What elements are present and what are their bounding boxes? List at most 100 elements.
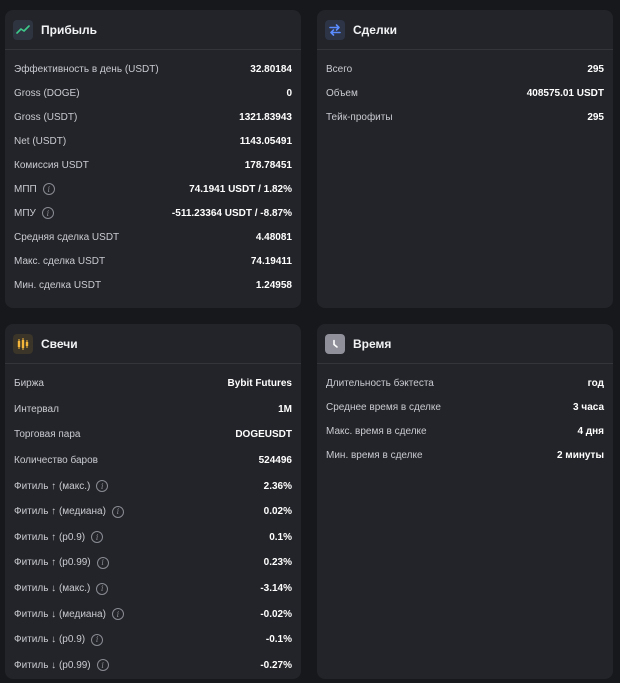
stat-label: Объем bbox=[326, 88, 358, 99]
stat-label: Фитиль ↑ (p0.99) i bbox=[14, 556, 109, 569]
stat-label-text: Фитиль ↑ (p0.99) bbox=[14, 557, 91, 569]
info-icon[interactable]: i bbox=[96, 556, 109, 569]
info-icon[interactable]: i bbox=[41, 207, 54, 219]
stat-label: Фитиль ↑ (макс.) i bbox=[14, 480, 109, 493]
candles-rows: Биржа Bybit Futures Интервал 1M Торговая пар… bbox=[5, 364, 301, 678]
stat-value: 74.19411 bbox=[250, 255, 292, 267]
stat-label-text: Net (USDT) bbox=[14, 135, 67, 147]
stat-label: Gross (DOGE) bbox=[14, 88, 80, 99]
stat-label: Всего bbox=[326, 64, 352, 75]
info-icon[interactable]: i bbox=[111, 505, 124, 518]
stat-value: DOGEUSDT bbox=[235, 429, 292, 441]
stat-value: 4.48081 bbox=[255, 231, 292, 243]
info-icon[interactable]: i bbox=[96, 659, 109, 672]
stat-row: Мин. сделка USDT 1.24958 bbox=[14, 273, 292, 297]
stat-row: Количество баров 524496 bbox=[14, 448, 292, 474]
stat-row: Фитиль ↓ (p0.99) i -0.27% bbox=[14, 653, 292, 679]
deals-card: Сделки Всего 295 Объем 408575.01 USDT Тейк-п… bbox=[317, 10, 613, 308]
stat-row: Среднее время в сделке 3 часа bbox=[326, 395, 604, 419]
stat-row: Фитиль ↑ (p0.9) i 0.1% bbox=[14, 525, 292, 551]
stat-label-text: Комиссия USDT bbox=[14, 159, 89, 171]
stat-value: 74.1941 USDT / 1.82% bbox=[189, 183, 292, 195]
stat-value: 0.02% bbox=[263, 506, 292, 518]
stat-label: Тейк-профиты bbox=[326, 112, 393, 123]
stat-label-text: Средняя сделка USDT bbox=[14, 231, 120, 243]
stat-value: 0 bbox=[286, 87, 292, 99]
profit-card-title: Прибыль bbox=[41, 22, 97, 37]
stat-label-text: Фитиль ↑ (медиана) bbox=[14, 506, 106, 518]
info-icon[interactable]: i bbox=[96, 480, 109, 493]
stat-label-text: Мин. время в сделке bbox=[326, 449, 423, 461]
stat-label-text: Объем bbox=[326, 87, 358, 99]
info-icon[interactable]: i bbox=[42, 183, 55, 195]
stat-value: 0.1% bbox=[269, 531, 292, 543]
stat-row: Фитиль ↑ (макс.) i 2.36% bbox=[14, 473, 292, 499]
stat-value: 1M bbox=[278, 403, 292, 415]
stat-row: Эффективность в день (USDT) 32.80184 bbox=[14, 57, 292, 81]
stat-value: -0.27% bbox=[260, 659, 292, 671]
stat-label-text: Фитиль ↑ (макс.) bbox=[14, 480, 91, 492]
stat-value: -0.1% bbox=[265, 634, 292, 646]
stat-row: Биржа Bybit Futures bbox=[14, 371, 292, 397]
stat-label-text: Длительность бэктеста bbox=[326, 377, 434, 389]
stat-label-text: Gross (DOGE) bbox=[14, 87, 80, 99]
info-icon[interactable]: i bbox=[111, 608, 124, 621]
stat-label: Фитиль ↓ (медиана) i bbox=[14, 608, 124, 621]
stat-row: МПУ i -511.23364 USDT / -8.87% bbox=[14, 201, 292, 225]
stat-row: Фитиль ↑ (p0.99) i 0.23% bbox=[14, 550, 292, 576]
candles-card-title: Свечи bbox=[41, 336, 78, 351]
profit-card: Прибыль Эффективность в день (USDT) 32.80… bbox=[5, 10, 301, 308]
time-card-header: Время bbox=[317, 324, 613, 364]
stat-row: МПП i 74.1941 USDT / 1.82% bbox=[14, 177, 292, 201]
stat-value: 1321.83943 bbox=[239, 111, 292, 123]
stat-label: Фитиль ↑ (p0.9) i bbox=[14, 531, 104, 544]
stat-label: МПУ i bbox=[14, 207, 54, 219]
stat-label: Эффективность в день (USDT) bbox=[14, 64, 159, 75]
clock-icon bbox=[325, 333, 345, 354]
stat-label-text: Gross (USDT) bbox=[14, 111, 78, 123]
time-rows: Длительность бэктеста год Среднее время в … bbox=[317, 364, 613, 467]
stat-label: Gross (USDT) bbox=[14, 112, 77, 123]
stat-value: 2 минуты bbox=[556, 449, 604, 461]
stat-row: Макс. время в сделке 4 дня bbox=[326, 419, 604, 443]
stat-value: 2.36% bbox=[263, 480, 292, 492]
candles-card: Свечи Биржа Bybit Futures Интервал 1M Торгов… bbox=[5, 324, 301, 679]
stat-row: Фитиль ↓ (p0.9) i -0.1% bbox=[14, 627, 292, 653]
stat-row: Тейк-профиты 295 bbox=[326, 105, 604, 129]
stat-value: 4 дня bbox=[577, 425, 604, 437]
stat-label-text: Среднее время в сделке bbox=[326, 401, 441, 413]
stat-label: Фитиль ↓ (p0.99) i bbox=[14, 659, 109, 672]
stat-value: 295 bbox=[587, 111, 604, 123]
stat-label-text: Фитиль ↑ (p0.9) bbox=[14, 531, 86, 543]
stat-value: 32.80184 bbox=[250, 63, 292, 75]
deals-card-title: Сделки bbox=[353, 22, 397, 37]
stat-label-text: Всего bbox=[326, 63, 353, 75]
stat-value: -0.02% bbox=[260, 608, 292, 620]
stat-label: Мин. время в сделке bbox=[326, 450, 423, 461]
info-icon[interactable]: i bbox=[91, 633, 104, 646]
stat-label-text: Мин. сделка USDT bbox=[14, 279, 102, 291]
deals-card-header: Сделки bbox=[317, 10, 613, 50]
deals-rows: Всего 295 Объем 408575.01 USDT Тейк-профиты 2… bbox=[317, 50, 613, 129]
stat-value: 178.78451 bbox=[244, 159, 292, 171]
stat-label: Биржа bbox=[14, 378, 44, 389]
stat-value: -3.14% bbox=[260, 583, 292, 595]
stat-label: Макс. сделка USDT bbox=[14, 256, 105, 267]
stat-label-text: Фитиль ↓ (медиана) bbox=[14, 608, 106, 620]
stat-row: Длительность бэктеста год bbox=[326, 371, 604, 395]
stat-label-text: Биржа bbox=[14, 378, 44, 390]
stat-value: год bbox=[587, 377, 604, 389]
stat-label-text: Фитиль ↓ (макс.) bbox=[14, 583, 91, 595]
candles-card-header: Свечи bbox=[5, 324, 301, 364]
profit-rows: Эффективность в день (USDT) 32.80184 Gross… bbox=[5, 50, 301, 297]
stat-label: Длительность бэктеста bbox=[326, 378, 434, 389]
stat-row: Net (USDT) 1143.05491 bbox=[14, 129, 292, 153]
stat-label: Средняя сделка USDT bbox=[14, 232, 119, 243]
info-icon[interactable]: i bbox=[96, 582, 109, 595]
stat-value: 0.23% bbox=[263, 557, 292, 569]
stat-value: 524496 bbox=[258, 455, 292, 467]
profit-card-header: Прибыль bbox=[5, 10, 301, 50]
stat-row: Фитиль ↑ (медиана) i 0.02% bbox=[14, 499, 292, 525]
info-icon[interactable]: i bbox=[91, 531, 104, 544]
stat-label: Интервал bbox=[14, 404, 59, 415]
